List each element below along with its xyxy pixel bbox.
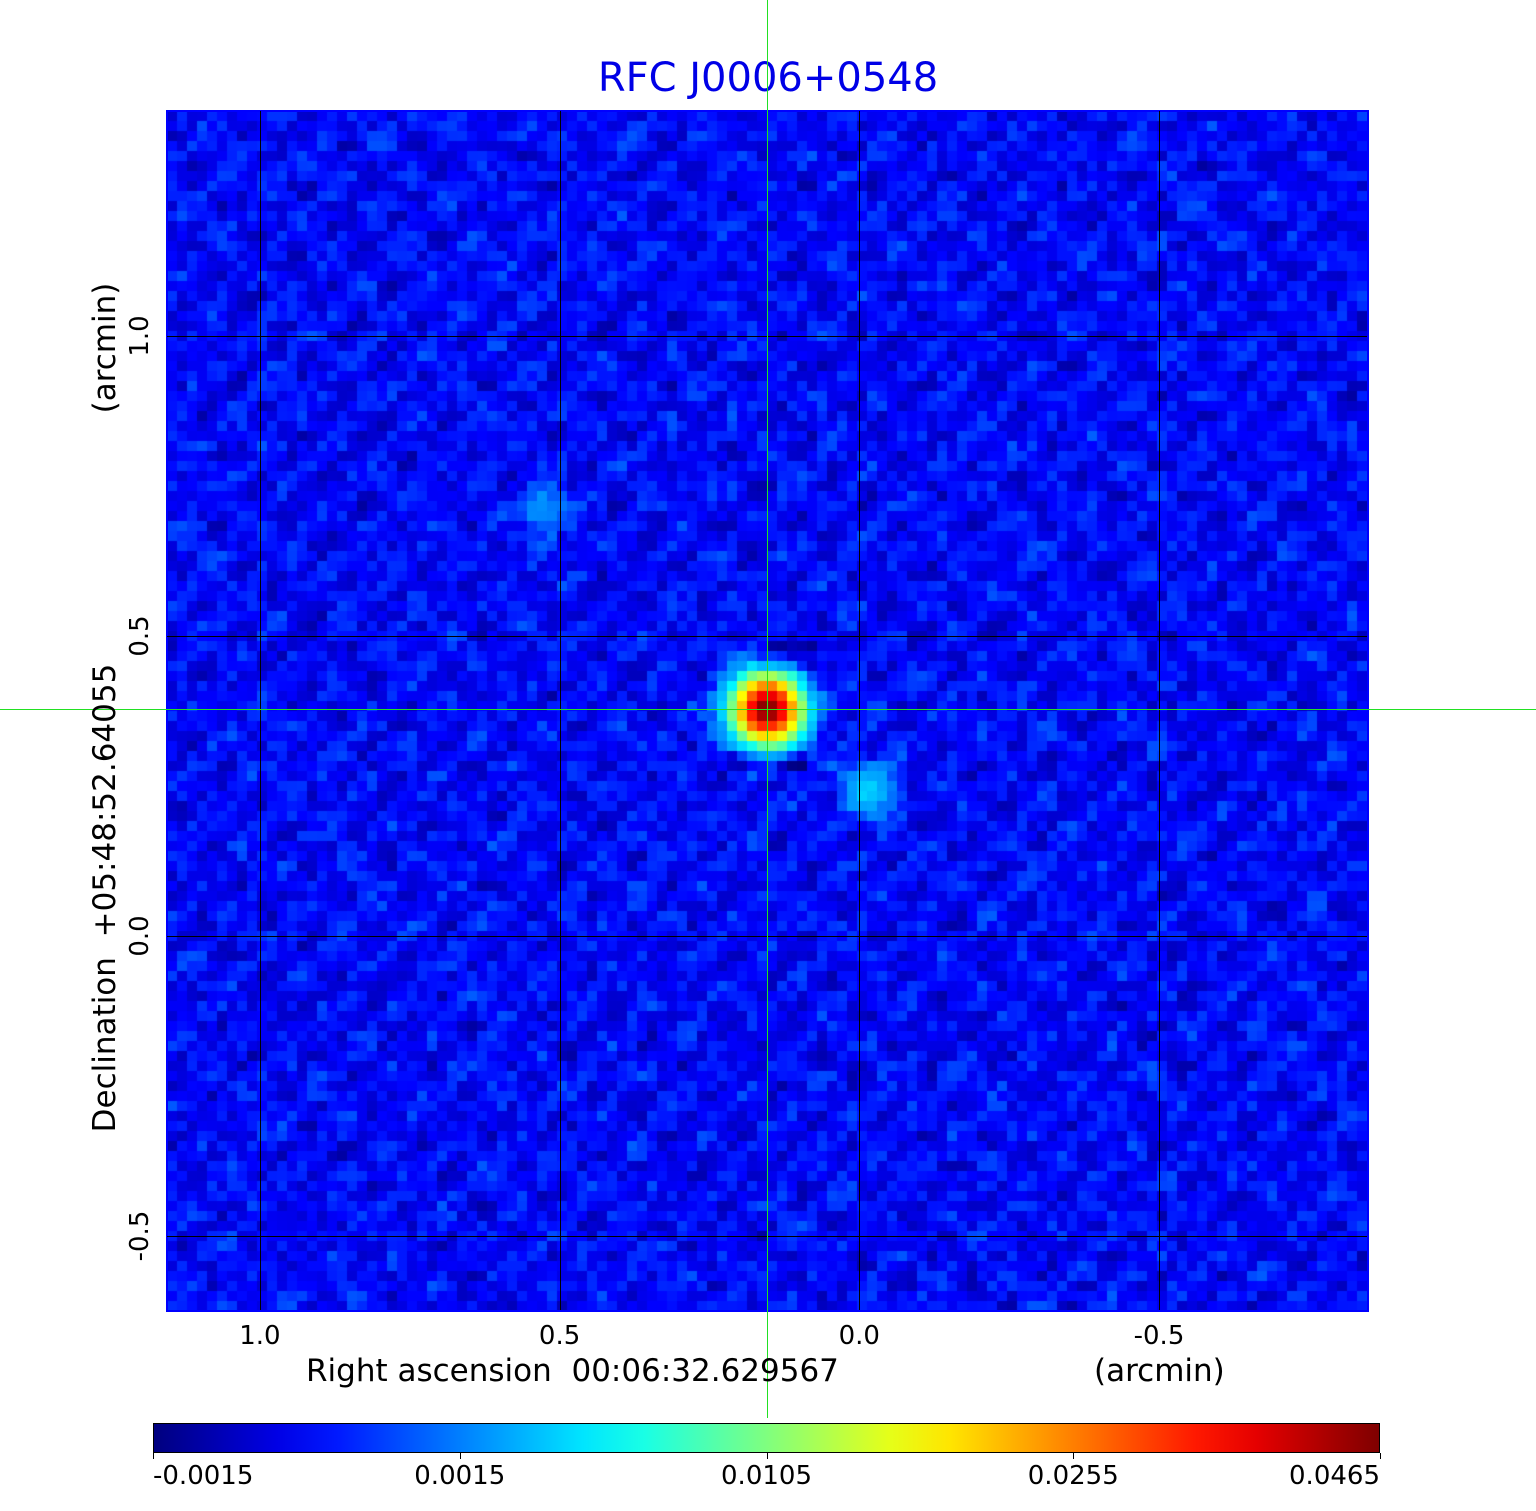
y-tick-label: 1.0 xyxy=(125,315,156,357)
colorbar-tick xyxy=(459,1453,461,1459)
grid-line-x xyxy=(859,111,861,1310)
crosshair-horizontal xyxy=(0,709,1536,710)
x-tick-label: -0.5 xyxy=(1133,1321,1185,1351)
colorbar-tick-label: 0.0465 xyxy=(1289,1461,1380,1491)
colorbar-tick xyxy=(766,1453,768,1459)
x-axis-unit: (arcmin) xyxy=(1094,1353,1225,1389)
grid-line-x xyxy=(259,111,261,1310)
x-axis-label: Right ascension 00:06:32.629567 xyxy=(306,1353,839,1389)
colorbar-tick-label: -0.0015 xyxy=(153,1461,254,1491)
y-axis-unit: (arcmin) xyxy=(87,282,124,414)
y-tick-label: 0.0 xyxy=(125,915,156,957)
colorbar-tick xyxy=(1380,1453,1381,1459)
colorbar-tick xyxy=(1073,1453,1075,1459)
colorbar-tick xyxy=(153,1453,154,1459)
x-tick-label: 0.5 xyxy=(538,1321,581,1351)
colorbar xyxy=(153,1423,1380,1453)
y-tick-label: 0.5 xyxy=(125,615,156,657)
colorbar-tick-label: 0.0105 xyxy=(721,1461,812,1491)
colorbar-tick-label: 0.0255 xyxy=(1027,1461,1119,1491)
colorbar-tick-label: 0.0015 xyxy=(414,1461,506,1491)
grid-line-x xyxy=(1159,111,1160,1310)
grid-line-x xyxy=(559,111,561,1310)
x-tick-label: 0.0 xyxy=(838,1321,880,1351)
chart-title: RFC J0006+0548 xyxy=(597,55,939,101)
y-axis-label: Declination +05:48:52.64055 xyxy=(87,663,124,1133)
x-tick-label: 1.0 xyxy=(239,1321,281,1351)
y-tick-label: -0.5 xyxy=(125,1210,156,1262)
